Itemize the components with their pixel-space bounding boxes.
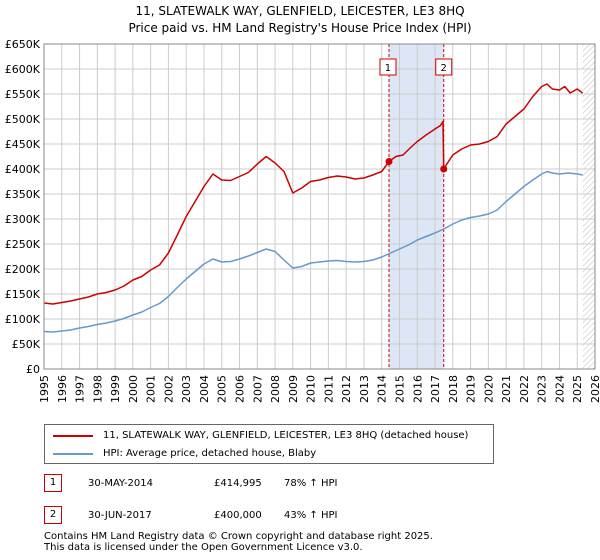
x-tick-label: 2005 <box>216 375 229 403</box>
legend-label-property: 11, SLATEWALK WAY, GLENFIELD, LEICESTER,… <box>103 430 469 441</box>
y-tick-label: £150K <box>5 288 41 301</box>
y-tick-label: £50K <box>12 338 41 351</box>
transaction-price: £414,995 <box>214 478 262 489</box>
x-tick-label: 2008 <box>269 375 282 403</box>
x-tick-label: 1998 <box>91 375 104 403</box>
plot-area <box>44 44 595 369</box>
transaction-badge: 2 <box>44 506 62 524</box>
footer-licence: This data is licensed under the Open Gov… <box>44 542 363 553</box>
property-price-line <box>43 83 584 305</box>
sale-label-box <box>435 58 453 76</box>
price-chart: £0 £50K £100K £150K £200K £250K £300K £350K £400… <box>5 38 600 403</box>
x-tick-label: 2021 <box>500 375 513 403</box>
x-tick-label: 2020 <box>482 375 495 403</box>
footer-copyright: Contains HM Land Registry data © Crown c… <box>44 531 433 542</box>
sale-label-text: 2 <box>441 63 447 74</box>
x-tick-label: 2012 <box>340 375 353 403</box>
y-tick-label: £0 <box>26 363 40 376</box>
x-tick-label: 2015 <box>393 375 406 403</box>
legend-label-hpi: HPI: Average price, detached house, Blab… <box>103 448 317 459</box>
y-tick-label: £500K <box>5 113 41 126</box>
x-tick-label: 2017 <box>429 375 442 403</box>
y-tick-label: £650K <box>5 38 41 51</box>
hatched-projection <box>582 44 595 369</box>
plot-frame <box>43 43 596 370</box>
y-tick-label: £600K <box>5 63 41 76</box>
y-tick-label: £400K <box>5 163 41 176</box>
chart-subtitle: Price paid vs. HM Land Registry's House … <box>128 21 472 35</box>
transaction-hpi-change: 78% ↑ HPI <box>284 478 338 489</box>
x-tick-label: 2006 <box>234 375 247 403</box>
x-tick-label: 2014 <box>376 375 389 403</box>
y-tick-label: £300K <box>5 213 41 226</box>
x-tick-label: 2001 <box>145 375 158 403</box>
y-tick-label: £100K <box>5 313 41 326</box>
x-tick-label: 2022 <box>518 375 531 403</box>
x-tick-label: 1999 <box>109 375 122 403</box>
chart-legend: 11, SLATEWALK WAY, GLENFIELD, LEICESTER,… <box>44 424 494 464</box>
sale-label-box <box>379 58 397 76</box>
sale-point <box>440 165 448 173</box>
transaction-date: 30-JUN-2017 <box>88 510 152 521</box>
x-tick-label: 1996 <box>56 375 69 403</box>
x-tick-label: 2002 <box>162 375 175 403</box>
transaction-hpi-change: 43% ↑ HPI <box>284 510 338 521</box>
x-tick-label: 2004 <box>198 375 211 403</box>
transaction-date: 30-MAY-2014 <box>88 478 154 489</box>
x-tick-label: 2007 <box>251 375 264 403</box>
y-tick-label: £250K <box>5 238 41 251</box>
x-tick-label: 2023 <box>536 375 549 403</box>
sale-point <box>385 158 393 166</box>
x-tick-label: 2010 <box>305 375 318 403</box>
x-tick-label: 2016 <box>411 375 424 403</box>
x-tick-label: 2011 <box>322 375 335 403</box>
transaction-price: £400,000 <box>214 510 262 521</box>
x-tick-label: 2026 <box>589 375 600 403</box>
legend-swatch-hpi <box>53 453 93 455</box>
chart-title: 11, SLATEWALK WAY, GLENFIELD, LEICESTER,… <box>135 4 465 18</box>
x-tick-label: 1997 <box>74 375 87 403</box>
x-tick-label: 2019 <box>465 375 478 403</box>
y-tick-label: £450K <box>5 138 41 151</box>
y-tick-label: £350K <box>5 188 41 201</box>
legend-swatch-property <box>53 435 93 437</box>
x-tick-label: 2018 <box>447 375 460 403</box>
sale-label-text: 1 <box>385 63 391 74</box>
y-tick-label: £200K <box>5 263 41 276</box>
x-tick-label: 2013 <box>358 375 371 403</box>
x-tick-label: 2000 <box>127 375 140 403</box>
x-tick-label: 2009 <box>287 375 300 403</box>
x-tick-label: 1995 <box>38 375 51 403</box>
x-tick-label: 2003 <box>180 375 193 403</box>
transaction-badge: 1 <box>44 474 62 492</box>
hpi-line <box>43 170 583 333</box>
x-tick-label: 2025 <box>571 375 584 403</box>
x-tick-label: 2024 <box>553 375 566 403</box>
y-tick-label: £550K <box>5 88 41 101</box>
